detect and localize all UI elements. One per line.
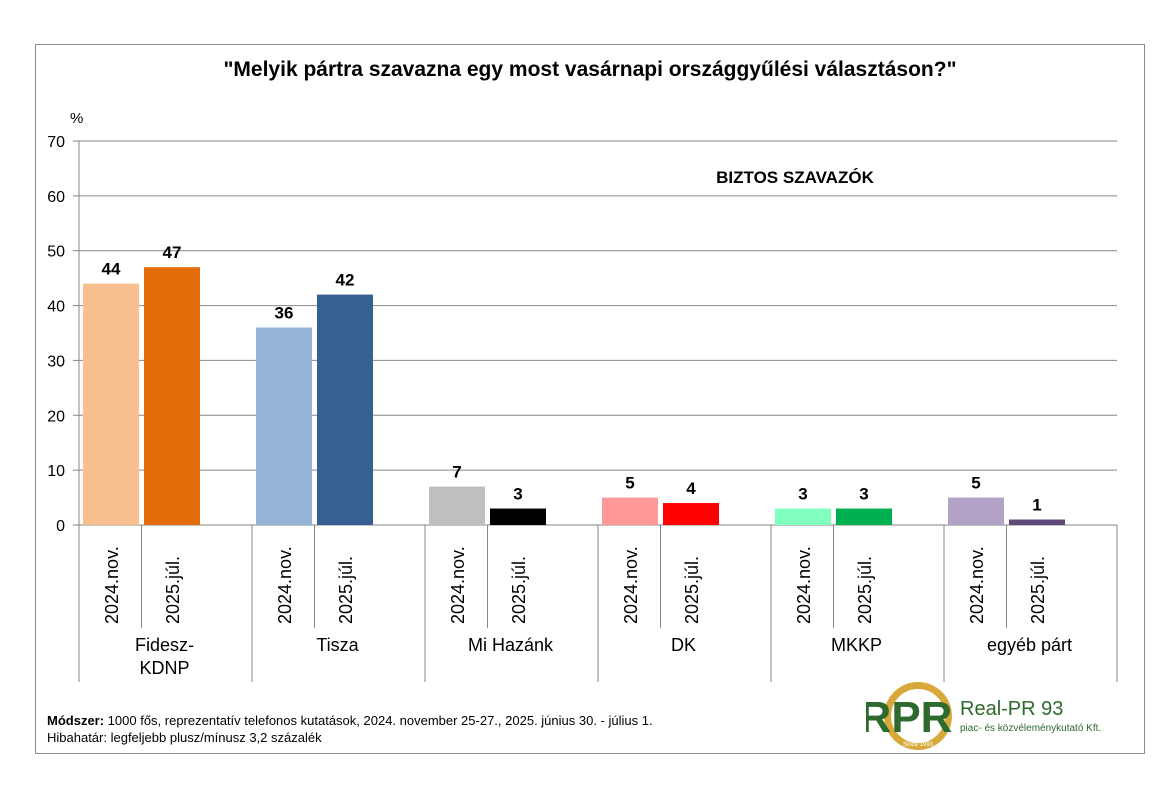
data-label: 7 xyxy=(452,463,461,482)
period-label: 2024.nov. xyxy=(794,546,814,624)
data-label: 44 xyxy=(102,260,121,279)
bar-5-0 xyxy=(948,497,1004,525)
logo-name: Real-PR 93 xyxy=(960,698,1064,720)
bar-2-1 xyxy=(490,508,546,525)
period-label: 2025.júl. xyxy=(509,556,529,624)
bar-0-1 xyxy=(144,267,200,525)
period-label: 2025.júl. xyxy=(682,556,702,624)
bar-3-1 xyxy=(663,503,719,525)
data-label: 3 xyxy=(513,485,522,504)
category-label: KDNP xyxy=(139,658,189,678)
bar-0-0 xyxy=(83,283,139,525)
bar-3-0 xyxy=(602,497,658,525)
period-label: 2024.nov. xyxy=(102,546,122,624)
category-label: MKKP xyxy=(831,635,882,655)
category-label: egyéb párt xyxy=(987,635,1072,655)
chart-subtitle: BIZTOS SZAVAZÓK xyxy=(716,168,874,187)
logo-tagline: piac- és közvéleménykutató Kft. xyxy=(960,723,1102,734)
category-label: Fidesz- xyxy=(135,635,194,655)
period-label: 2024.nov. xyxy=(448,546,468,624)
period-label: 2024.nov. xyxy=(967,546,987,624)
category-label: DK xyxy=(671,635,696,655)
data-label: 47 xyxy=(163,243,182,262)
logo-ring-text: Since 1993 xyxy=(903,742,934,748)
period-label: 2025.júl. xyxy=(1028,556,1048,624)
data-label: 1 xyxy=(1032,496,1041,515)
data-label: 42 xyxy=(336,271,355,290)
footnote: Módszer: 1000 fős, reprezentatív telefon… xyxy=(47,712,653,746)
logo-inner xyxy=(891,689,945,743)
data-label: 5 xyxy=(971,474,980,493)
category-label: Tisza xyxy=(316,635,359,655)
chart-title: "Melyik pártra szavazna egy most vasárna… xyxy=(223,58,957,81)
bar-2-0 xyxy=(429,486,485,525)
error-margin-text: Hibahatár: legfeljebb plusz/mínusz 3,2 s… xyxy=(47,730,322,745)
period-label: 2025.júl. xyxy=(163,556,183,624)
method-label: Módszer: xyxy=(47,713,105,728)
data-label: 3 xyxy=(859,485,868,504)
bar-5-1 xyxy=(1009,519,1065,525)
data-label: 4 xyxy=(686,479,696,498)
y-tick-label: 30 xyxy=(47,353,65,370)
real-pr-logo: RPR Since 1993 xyxy=(866,682,952,750)
y-tick-label: 0 xyxy=(56,518,65,535)
period-label: 2025.júl. xyxy=(336,556,356,624)
period-label: 2024.nov. xyxy=(275,546,295,624)
y-tick-label: 20 xyxy=(47,408,65,425)
data-label: 3 xyxy=(798,485,807,504)
data-label: 36 xyxy=(275,304,294,323)
data-label: 5 xyxy=(625,474,634,493)
logo-mark: RPR xyxy=(866,693,952,742)
y-tick-label: 40 xyxy=(47,299,65,316)
bar-1-1 xyxy=(317,294,373,525)
bar-1-0 xyxy=(256,327,312,525)
period-label: 2024.nov. xyxy=(621,546,641,624)
y-axis-label: % xyxy=(70,110,83,127)
period-label: 2025.júl. xyxy=(855,556,875,624)
bar-4-0 xyxy=(775,508,831,525)
chart-frame xyxy=(35,44,1145,754)
bar-4-1 xyxy=(836,508,892,525)
y-tick-label: 10 xyxy=(47,463,65,480)
category-label: Mi Hazánk xyxy=(468,635,554,655)
method-text: 1000 fős, reprezentatív telefonos kutatá… xyxy=(104,713,653,728)
y-tick-label: 60 xyxy=(47,189,65,206)
y-tick-label: 70 xyxy=(47,134,65,151)
y-tick-label: 50 xyxy=(47,244,65,261)
